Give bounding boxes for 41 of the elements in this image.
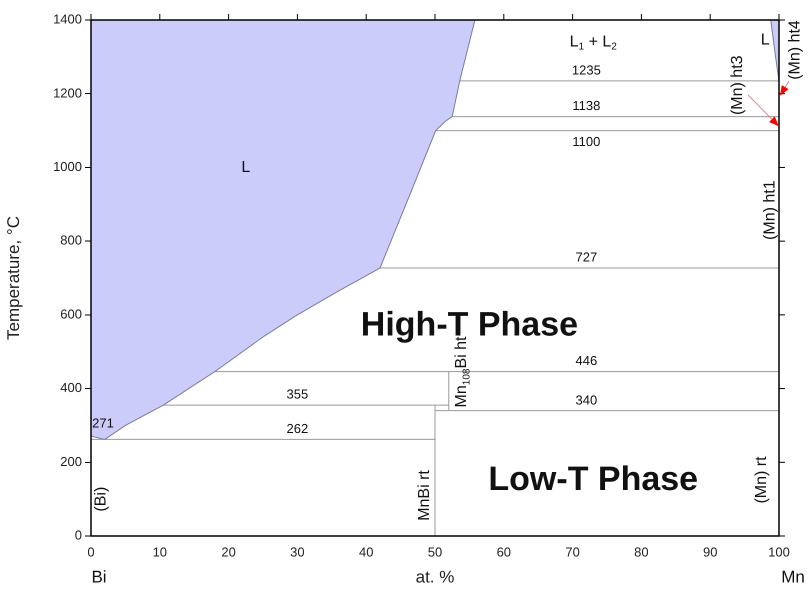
y-tick-label: 1000 (53, 159, 82, 174)
text: Mn (781, 568, 805, 587)
x-tick-label: 100 (768, 544, 790, 560)
x-tick-label: 30 (290, 544, 305, 560)
annotation: 262 (286, 421, 308, 436)
x-tick-label: 90 (702, 544, 718, 560)
annotation: MnBi rt (416, 470, 434, 521)
x-tick-label: 0 (87, 544, 95, 560)
annotation: 355 (286, 386, 308, 402)
x-tick-label: 70 (565, 544, 580, 560)
annotation: (Mn) rt (753, 456, 770, 504)
x-tick-label: 10 (152, 544, 168, 560)
annotation: 271 (92, 416, 114, 431)
annotation: 340 (576, 392, 598, 408)
x-tick-label: 40 (358, 544, 374, 560)
y-tick-label: 400 (60, 380, 82, 396)
annotation: L (760, 32, 770, 49)
y-tick-label: 800 (60, 232, 82, 248)
x-tick-label: 50 (428, 544, 442, 560)
x-tick-label: 20 (221, 544, 236, 560)
y-tick-label: 1400 (53, 12, 82, 27)
y-tick-label: 1200 (53, 85, 82, 100)
x-tick-label: 80 (634, 544, 649, 560)
y-tick-label: 0 (74, 528, 82, 543)
annotation: Low-T Phase (488, 460, 698, 498)
x-axis-title: at. % (416, 567, 454, 586)
text: Bi (91, 568, 107, 587)
annotation: 1138 (572, 98, 600, 114)
annotation: (Mn) ht1 (761, 180, 778, 240)
annotation: L (241, 158, 250, 176)
annotation: (Bi) (92, 486, 110, 512)
annotation: 1100 (572, 134, 600, 150)
annotation: 1235 (572, 62, 601, 78)
y-axis-title: Temperature, °C (4, 216, 23, 340)
y-tick-label: 600 (60, 306, 82, 322)
x-tick-label: 60 (496, 544, 512, 560)
annotation: 727 (576, 250, 598, 265)
annotation: (Mn) ht3 (729, 55, 746, 116)
y-tick-label: 200 (60, 454, 82, 469)
annotation: 446 (576, 353, 598, 368)
text: (Mn) ht4 (786, 20, 804, 80)
